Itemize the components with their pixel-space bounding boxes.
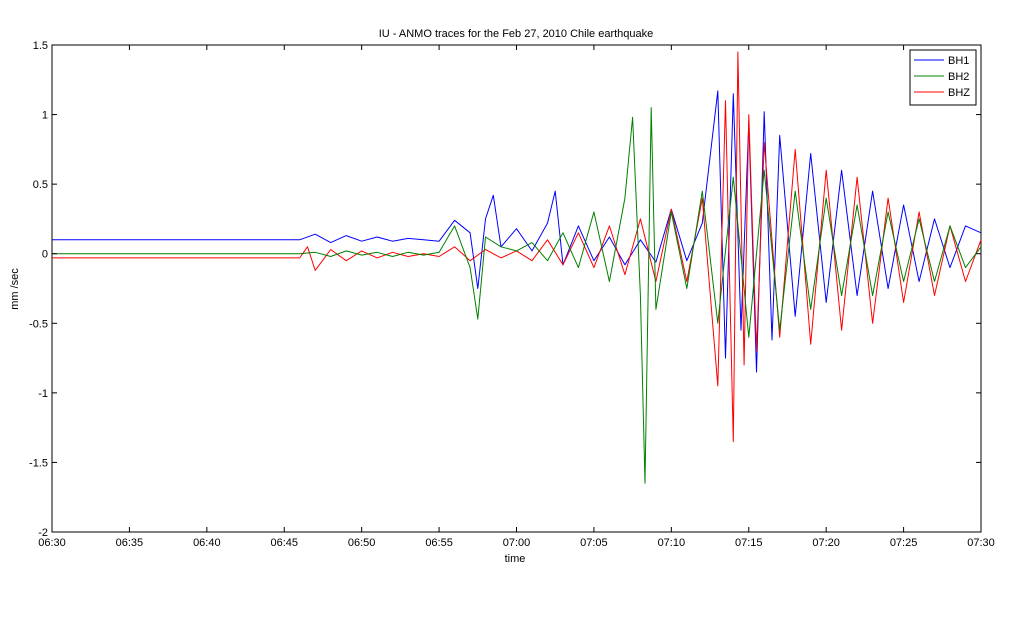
y-tick-label: 1.5: [33, 40, 48, 52]
x-tick-label: 07:25: [890, 537, 918, 549]
chart-title: IU - ANMO traces for the Feb 27, 2010 Ch…: [379, 28, 654, 40]
y-tick-label: 0: [42, 249, 48, 261]
x-ticks: 06:30 06:35 06:40 06:45 06:50 06:55 07:00 07:05…: [38, 45, 995, 549]
y-tick-label: -0.5: [29, 318, 48, 330]
plot-area: [51, 44, 982, 533]
x-tick-label: 07:05: [580, 537, 608, 549]
x-tick-label: 07:30: [967, 537, 995, 549]
x-tick-label: 06:45: [270, 537, 298, 549]
y-tick-label: 0.5: [33, 179, 48, 191]
y-tick-label: -2: [38, 527, 48, 539]
y-tick-label: 1: [42, 110, 48, 122]
x-tick-label: 07:10: [658, 537, 686, 549]
x-tick-label: 06:40: [193, 537, 221, 549]
series-group: [52, 51, 982, 484]
series-line-bh1: [52, 90, 982, 373]
legend: BH1 BH2 BHZ: [909, 49, 977, 106]
x-tick-label: 06:55: [425, 537, 453, 549]
x-axis-label: time: [505, 553, 526, 565]
y-ticks: 1.5 1 0.5 0 -0.5 -1 -1.5 -2: [29, 40, 981, 539]
series-line-bh2: [52, 107, 982, 484]
legend-label-bh2: BH2: [948, 71, 969, 83]
y-tick-label: -1: [38, 388, 48, 400]
legend-label-bhz: BHZ: [948, 87, 970, 99]
x-tick-label: 06:30: [38, 537, 66, 549]
y-tick-label: -1.5: [29, 457, 48, 469]
legend-label-bh1: BH1: [948, 55, 969, 67]
x-tick-label: 07:15: [735, 537, 763, 549]
x-tick-label: 07:00: [503, 537, 531, 549]
axes-group: [51, 44, 982, 533]
series-line-bhz: [52, 51, 982, 443]
x-tick-label: 07:20: [812, 537, 840, 549]
x-tick-label: 06:50: [348, 537, 376, 549]
y-axis-label: mm /sec: [9, 268, 21, 310]
x-tick-label: 06:35: [116, 537, 144, 549]
legend-box: [909, 49, 977, 106]
